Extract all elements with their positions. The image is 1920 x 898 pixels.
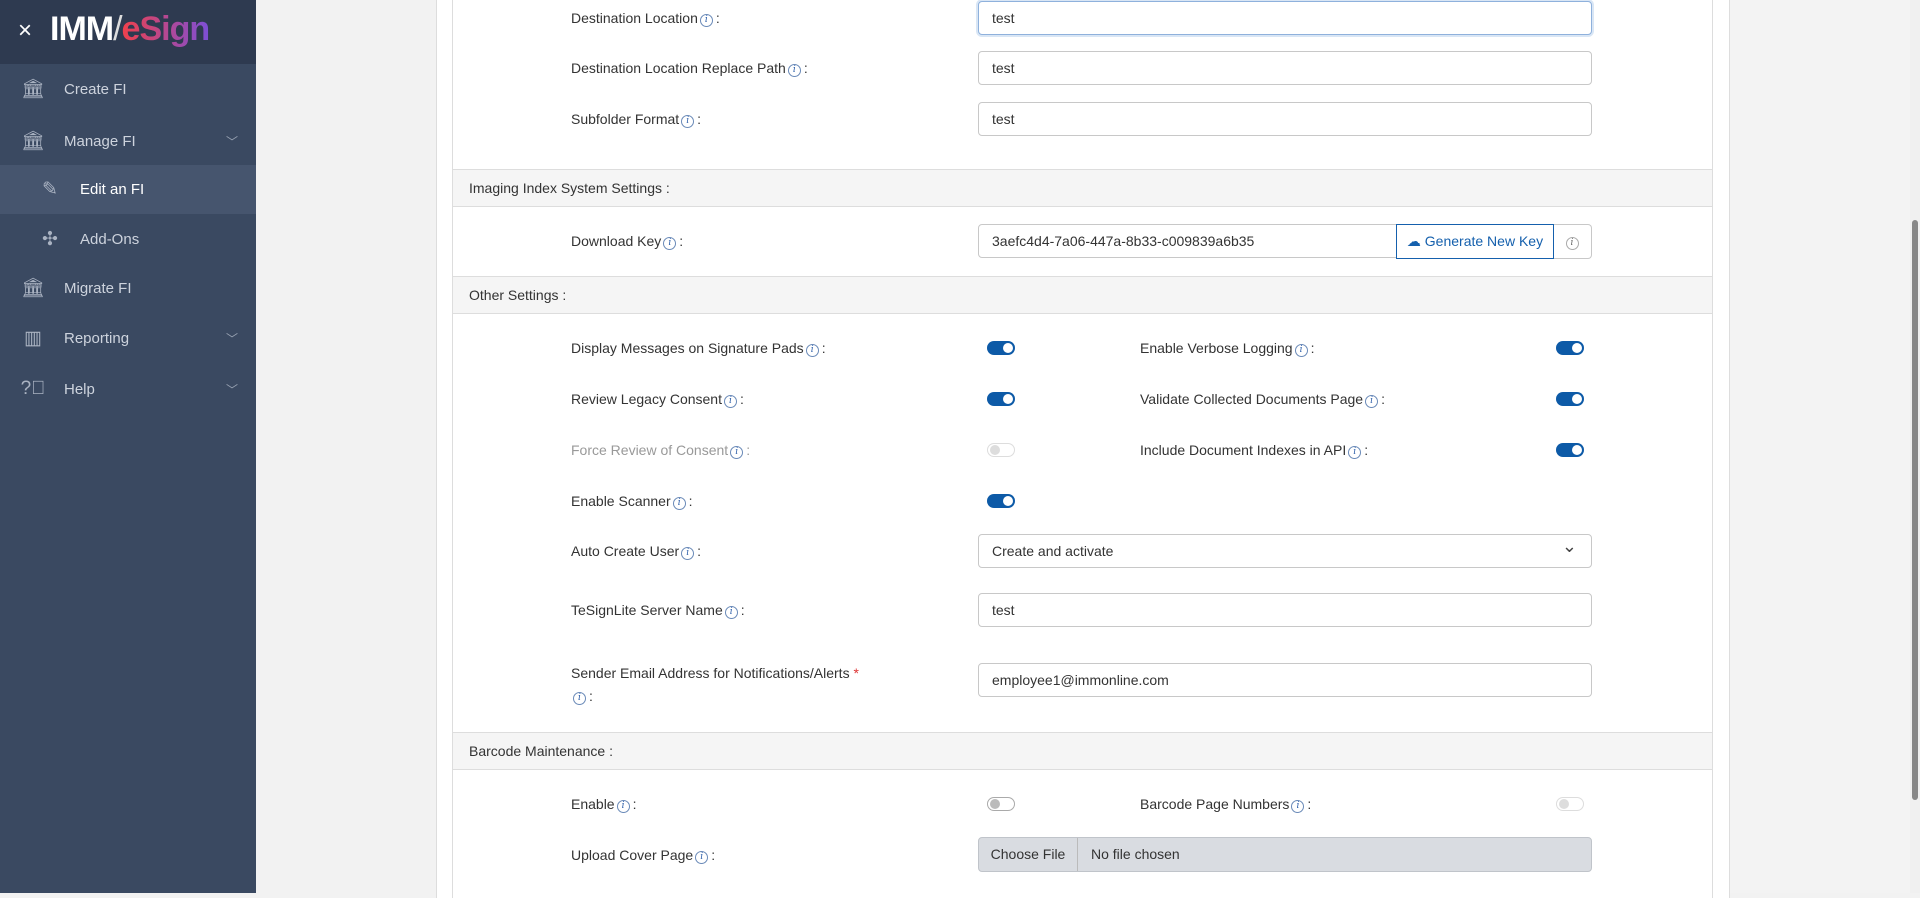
barcode-enable-label: Enable i: bbox=[571, 796, 637, 813]
generate-new-key-button[interactable]: ☁ Generate New Key bbox=[1396, 224, 1554, 259]
info-icon[interactable]: i bbox=[805, 344, 819, 357]
toggle-label: Review Legacy Consent i: bbox=[571, 391, 744, 408]
setting-toggle[interactable] bbox=[987, 494, 1015, 508]
sidebar-item-migrate-fi[interactable]: 🏛 Migrate FI bbox=[20, 278, 132, 299]
barcode-section-header: Barcode Maintenance : bbox=[453, 732, 1712, 770]
file-status: No file chosen bbox=[1091, 846, 1180, 862]
info-icon[interactable]: i bbox=[1294, 344, 1308, 357]
toggle-label: Validate Collected Documents Page i: bbox=[1140, 391, 1385, 408]
destination-location-input[interactable]: test bbox=[978, 1, 1592, 35]
download-key-info-button[interactable]: i bbox=[1554, 224, 1592, 259]
barcode-page-numbers-toggle[interactable] bbox=[1556, 797, 1584, 811]
right-pane bbox=[1730, 0, 1910, 893]
form-section bbox=[452, 0, 1713, 898]
sidebar-item-manage-fi[interactable]: 🏛 Manage FI ﹀ bbox=[20, 131, 238, 152]
info-icon[interactable]: i bbox=[730, 446, 744, 459]
sidebar: × IMM/eSign 🏛 Create FI 🏛 Manage FI ﹀ ✎ Edit… bbox=[0, 0, 256, 893]
imaging-section-header: Imaging Index System Settings : bbox=[453, 169, 1712, 207]
scrollbar-thumb[interactable] bbox=[1912, 220, 1918, 800]
info-icon[interactable]: i bbox=[672, 497, 686, 510]
upload-cover-file-input[interactable]: Choose File No file chosen bbox=[978, 837, 1592, 872]
auto-create-user-label: Auto Create User i: bbox=[571, 543, 702, 560]
logo: IMM/eSign bbox=[50, 10, 210, 48]
sender-email-input[interactable]: employee1@immonline.com bbox=[978, 663, 1592, 697]
close-icon[interactable]: × bbox=[18, 17, 33, 44]
setting-toggle[interactable] bbox=[987, 341, 1015, 355]
info-icon[interactable]: i bbox=[695, 851, 709, 864]
toggle-label: Enable Scanner i: bbox=[571, 493, 693, 510]
info-icon[interactable]: i bbox=[787, 64, 801, 77]
setting-toggle[interactable] bbox=[1556, 392, 1584, 406]
info-icon[interactable]: i bbox=[724, 606, 738, 619]
destination-replace-input[interactable]: test bbox=[978, 51, 1592, 85]
chevron-down-icon: ﹀ bbox=[225, 382, 238, 397]
setting-toggle[interactable] bbox=[987, 443, 1015, 457]
pencil-icon: ✎ bbox=[42, 179, 58, 200]
upload-cover-label: Upload Cover Page i: bbox=[571, 847, 716, 864]
info-icon[interactable]: i bbox=[1348, 446, 1362, 459]
bank-plus-icon: 🏛 bbox=[20, 79, 46, 100]
info-icon: i bbox=[1565, 237, 1579, 250]
sidebar-item-add-ons[interactable]: ✣ Add-Ons bbox=[0, 215, 256, 263]
setting-toggle[interactable] bbox=[1556, 341, 1584, 355]
sidebar-item-create-fi[interactable]: 🏛 Create FI bbox=[20, 79, 127, 100]
sidebar-item-edit-fi[interactable]: ✎ Edit an FI bbox=[0, 165, 256, 214]
setting-toggle[interactable] bbox=[1556, 443, 1584, 457]
toggle-label: Display Messages on Signature Pads i: bbox=[571, 340, 826, 357]
destination-replace-label: Destination Location Replace Path i: bbox=[571, 60, 808, 77]
info-icon[interactable]: i bbox=[1291, 800, 1305, 813]
toggle-label: Enable Verbose Logging i: bbox=[1140, 340, 1315, 357]
info-icon[interactable]: i bbox=[681, 115, 695, 128]
barcode-page-numbers-label: Barcode Page Numbers i: bbox=[1140, 796, 1312, 813]
info-icon[interactable]: i bbox=[573, 692, 586, 705]
bank-arrow-icon: 🏛 bbox=[20, 278, 46, 299]
barcode-enable-toggle[interactable] bbox=[987, 797, 1015, 811]
bank-gear-icon: 🏛 bbox=[20, 131, 46, 152]
choose-file-button[interactable]: Choose File bbox=[979, 838, 1078, 871]
server-name-input[interactable]: test bbox=[978, 593, 1592, 627]
cloud-icon: ☁ bbox=[1406, 233, 1425, 249]
puzzle-icon: ✣ bbox=[42, 228, 58, 250]
sender-email-label: Sender Email Address for Notifications/A… bbox=[571, 665, 859, 705]
other-settings-header: Other Settings : bbox=[453, 276, 1712, 314]
sidebar-item-reporting[interactable]: ▥ Reporting ﹀ bbox=[0, 314, 256, 362]
download-key-input[interactable]: 3aefc4d4-7a06-447a-8b33-c009839a6b35 bbox=[978, 224, 1398, 258]
info-icon[interactable]: i bbox=[1365, 395, 1379, 408]
brand-header: × IMM/eSign bbox=[0, 0, 256, 64]
server-name-label: TeSignLite Server Name i: bbox=[571, 602, 745, 619]
bar-chart-icon: ▥ bbox=[24, 327, 42, 349]
info-icon[interactable]: i bbox=[681, 547, 695, 560]
help-bubble-icon: ?⃞ bbox=[20, 378, 46, 399]
toggle-label: Include Document Indexes in API i: bbox=[1140, 442, 1369, 459]
chevron-down-icon: ﹀ bbox=[225, 134, 238, 149]
info-icon[interactable]: i bbox=[663, 237, 677, 250]
chevron-down-icon: ﹀ bbox=[225, 331, 238, 346]
destination-location-label: Destination Location i: bbox=[571, 10, 720, 27]
download-key-label: Download Key i: bbox=[571, 233, 684, 250]
auto-create-user-select[interactable]: Create and activate bbox=[978, 530, 1592, 568]
subfolder-format-input[interactable]: test bbox=[978, 102, 1592, 136]
setting-toggle[interactable] bbox=[987, 392, 1015, 406]
toggle-label: Force Review of Consent i: bbox=[571, 442, 751, 459]
info-icon[interactable]: i bbox=[723, 395, 737, 408]
sidebar-item-help[interactable]: ?⃞ Help ﹀ bbox=[20, 378, 238, 399]
info-icon[interactable]: i bbox=[616, 800, 630, 813]
info-icon[interactable]: i bbox=[699, 14, 713, 27]
subfolder-format-label: Subfolder Format i: bbox=[571, 111, 702, 128]
